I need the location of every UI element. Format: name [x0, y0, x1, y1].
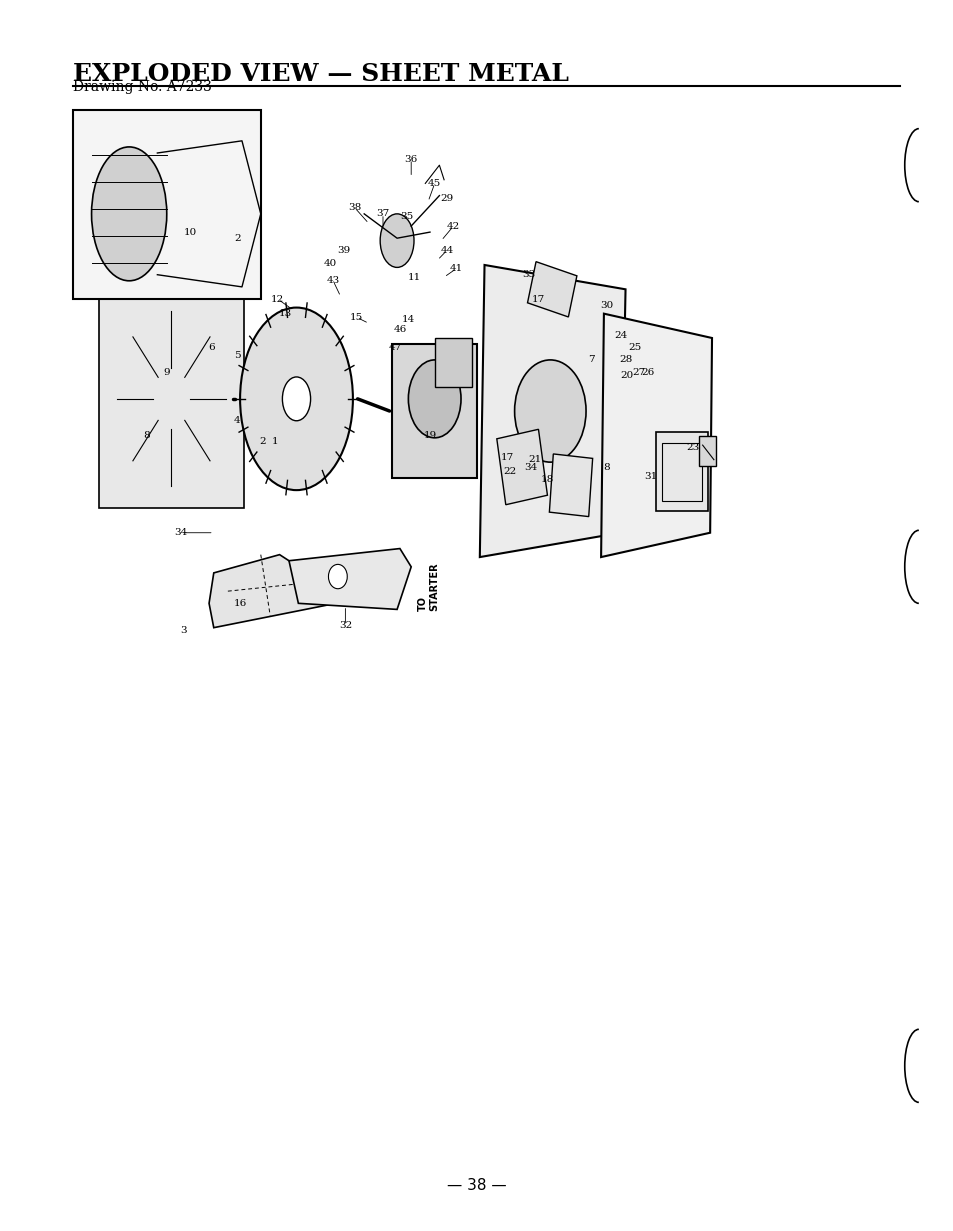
Text: 32: 32: [338, 620, 352, 630]
Text: 33: 33: [521, 271, 535, 279]
Text: 19: 19: [423, 431, 436, 439]
Text: 1: 1: [272, 437, 278, 446]
Text: 25: 25: [628, 343, 640, 352]
Polygon shape: [600, 314, 711, 558]
Text: 44: 44: [440, 246, 453, 255]
Text: 9: 9: [163, 368, 170, 377]
Text: 30: 30: [599, 300, 613, 310]
Text: 45: 45: [428, 178, 441, 188]
Text: 15: 15: [350, 313, 363, 321]
Text: 4: 4: [233, 416, 240, 425]
Text: 21: 21: [528, 455, 541, 464]
Text: 28: 28: [618, 356, 632, 364]
Text: 2: 2: [259, 437, 266, 446]
Polygon shape: [209, 555, 340, 628]
Ellipse shape: [240, 308, 353, 490]
Text: 43: 43: [326, 276, 339, 286]
Bar: [656, 432, 707, 511]
Text: 17: 17: [531, 294, 544, 304]
Bar: [435, 339, 472, 387]
Ellipse shape: [328, 564, 347, 588]
Text: 5: 5: [233, 351, 240, 359]
Ellipse shape: [408, 359, 460, 438]
Text: 20: 20: [620, 372, 634, 380]
Text: 37: 37: [376, 209, 389, 218]
Ellipse shape: [514, 359, 585, 462]
Text: 8: 8: [143, 431, 150, 439]
Text: 31: 31: [643, 473, 657, 481]
Text: 17: 17: [500, 453, 513, 462]
Text: 18: 18: [540, 475, 554, 484]
Text: 14: 14: [401, 315, 415, 324]
Text: 11: 11: [407, 272, 420, 282]
Text: 41: 41: [449, 265, 462, 273]
Text: 27: 27: [632, 368, 644, 377]
Text: 10: 10: [183, 228, 196, 236]
Ellipse shape: [91, 146, 167, 281]
Text: — 38 —: — 38 —: [447, 1178, 506, 1193]
Text: 47: 47: [388, 343, 401, 352]
Text: 38: 38: [348, 203, 361, 212]
Bar: [699, 436, 715, 467]
Text: 16: 16: [233, 598, 247, 608]
Text: 23: 23: [686, 443, 700, 452]
Bar: [549, 454, 592, 517]
Text: 8: 8: [603, 463, 609, 471]
Bar: [527, 262, 577, 316]
Text: 42: 42: [446, 222, 459, 230]
Text: 7: 7: [588, 356, 595, 364]
Polygon shape: [289, 549, 411, 609]
Bar: [497, 430, 547, 505]
Polygon shape: [479, 265, 625, 558]
Text: 39: 39: [336, 246, 350, 255]
Bar: [392, 345, 476, 478]
Text: EXPLODED VIEW — SHEET METAL: EXPLODED VIEW — SHEET METAL: [72, 62, 568, 86]
Text: 22: 22: [503, 468, 516, 476]
FancyBboxPatch shape: [72, 111, 260, 299]
Text: 3: 3: [180, 625, 187, 635]
Text: 34: 34: [174, 528, 188, 537]
Text: 40: 40: [323, 260, 336, 268]
Text: 46: 46: [393, 325, 406, 334]
Text: 36: 36: [404, 155, 417, 164]
Text: TO
STARTER: TO STARTER: [417, 563, 439, 611]
Bar: [98, 289, 244, 508]
Ellipse shape: [111, 302, 233, 496]
Text: 26: 26: [640, 368, 654, 377]
Text: 35: 35: [399, 212, 413, 220]
Text: 12: 12: [271, 294, 284, 304]
Text: 13: 13: [278, 309, 292, 318]
Text: 6: 6: [209, 343, 215, 352]
Text: 34: 34: [523, 463, 537, 471]
Text: 29: 29: [440, 193, 453, 203]
Bar: [661, 443, 701, 501]
Ellipse shape: [379, 214, 414, 267]
Text: 24: 24: [614, 331, 627, 340]
Text: Drawing No. A7233: Drawing No. A7233: [72, 80, 212, 94]
Text: 2: 2: [233, 234, 240, 243]
Ellipse shape: [282, 377, 311, 421]
